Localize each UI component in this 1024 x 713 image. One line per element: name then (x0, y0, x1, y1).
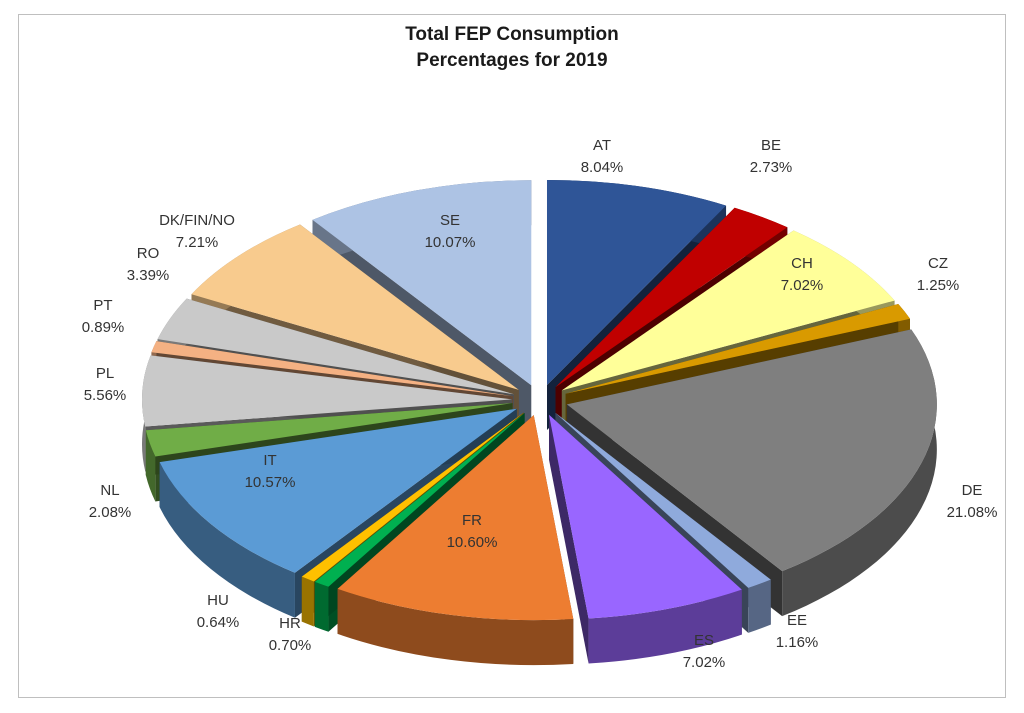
data-label-fr: FR 10.60% (447, 512, 498, 551)
slice-top (561, 230, 895, 391)
slice-top (555, 207, 788, 388)
data-label-dk-fin-no: DK/FIN/NO 7.21% (159, 212, 235, 251)
slice-outer-wall (145, 430, 156, 502)
slice-outer-wall (588, 589, 742, 664)
slice-top (546, 179, 727, 385)
slice-outer-wall (314, 581, 329, 632)
slice-top (337, 415, 574, 621)
chart-title-line-1: Total FEP Consumption (405, 24, 619, 45)
slice-outer-wall (337, 588, 574, 666)
slice-outer-wall (748, 579, 771, 633)
slice-side-wall (549, 414, 589, 664)
data-label-es: ES 7.02% (683, 632, 726, 671)
slice-top (301, 412, 524, 582)
data-label-de: DE 21.08% (947, 482, 998, 521)
data-label-hu: HU 0.64% (197, 592, 240, 631)
data-label-be: BE 2.73% (750, 137, 793, 176)
data-label-ch: CH 7.02% (781, 255, 824, 294)
data-label-pt: PT 0.89% (82, 297, 125, 336)
slice-top (565, 304, 910, 394)
slice-top (312, 180, 532, 386)
slice-top (191, 224, 519, 390)
slice-top (151, 341, 513, 397)
pie-slice-es (549, 414, 742, 664)
pie-slice-fr (337, 415, 574, 666)
slice-outer-wall (159, 462, 295, 618)
data-label-nl: NL 2.08% (89, 482, 132, 521)
slice-top (549, 414, 742, 619)
data-label-ro: RO 3.39% (127, 245, 170, 284)
slice-top (145, 403, 513, 457)
slice-top (142, 355, 513, 427)
data-label-cz: CZ 1.25% (917, 255, 960, 294)
slice-top (566, 329, 937, 572)
data-label-se: SE 10.07% (425, 212, 476, 251)
data-label-pl: PL 5.56% (84, 365, 127, 404)
data-label-ee: EE 1.16% (776, 612, 819, 651)
data-label-it: IT 10.57% (245, 452, 296, 491)
slice-top (314, 412, 525, 587)
data-label-hr: HR 0.70% (269, 615, 312, 654)
slice-top (157, 298, 514, 395)
slice-top (159, 408, 517, 573)
slice-outer-wall (301, 576, 314, 627)
slice-top (555, 412, 771, 588)
chart-title: Total FEP Consumption Percentages for 20… (0, 22, 1024, 74)
chart-title-line-2: Percentages for 2019 (416, 50, 608, 71)
data-label-at: AT 8.04% (581, 137, 624, 176)
